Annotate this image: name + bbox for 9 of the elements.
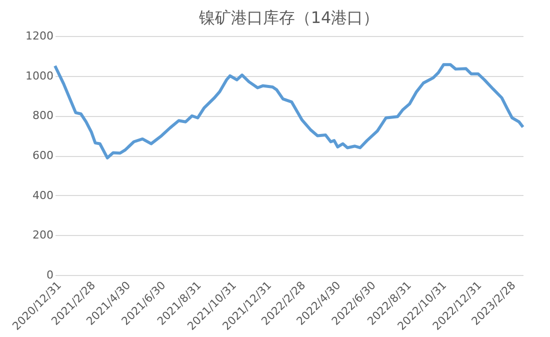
y-tick-label: 1200 (26, 30, 54, 42)
chart-title: 镍矿港口库存（14港口） (198, 8, 380, 27)
y-tick-label: 0 (46, 268, 54, 282)
line-series (54, 63, 524, 160)
y-tick-label: 800 (32, 109, 54, 122)
y-tick-label: 1000 (26, 69, 54, 82)
y-tick-label: 600 (32, 149, 54, 162)
y-tick-label: 200 (32, 228, 54, 242)
y-tick-label: 400 (32, 188, 54, 202)
